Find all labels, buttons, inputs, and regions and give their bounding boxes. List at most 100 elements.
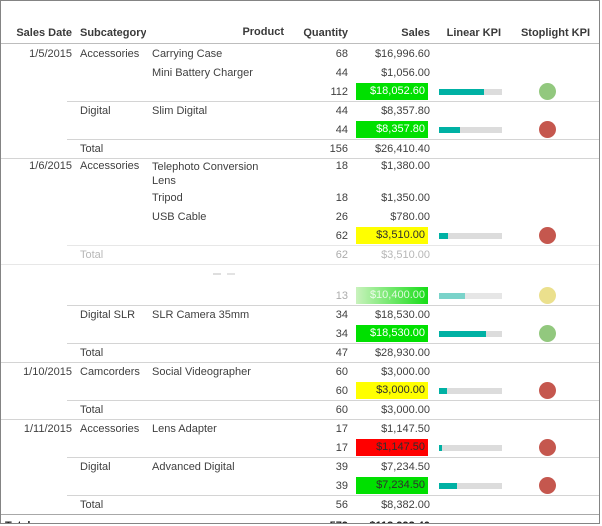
linear-gauge-fill <box>439 292 466 299</box>
cell-quantity: 18 <box>335 160 348 172</box>
detail-row: Mini Battery Charger 44 $1,056.00 <box>1 63 599 82</box>
cell-quantity: 34 <box>335 308 348 321</box>
cell-sales: $18,530.00 <box>374 308 430 321</box>
cell-subcategory: Digital SLR <box>80 308 136 321</box>
cell-subcategory: Digital <box>80 460 111 473</box>
cell-quantity: 26 <box>335 210 348 223</box>
subtotal-kpi-row: 13 $10,400.00 <box>1 286 599 305</box>
hidden-faded-row <box>1 264 599 286</box>
cell-stoplight-kpi <box>503 286 592 305</box>
cell-stoplight-kpi <box>503 82 592 101</box>
cell-quantity: 44 <box>335 104 348 117</box>
subtotal-kpi-row: 62 $3,510.00 <box>1 226 599 245</box>
cell-subcategory: Accessories <box>80 47 140 60</box>
linear-gauge-fill <box>439 387 447 394</box>
stoplight-yellow-indicator-icon <box>539 287 556 304</box>
report-body: 1/5/2015 Accessories Carrying Case 68 $16,99… <box>1 44 599 514</box>
cell-sales: $3,000.00 <box>350 381 432 400</box>
cell-quantity: 39 <box>335 479 348 492</box>
cell-stoplight-kpi <box>503 476 592 495</box>
cell-sales: $3,000.00 <box>381 403 430 416</box>
subtotal-kpi-row: 39 $7,234.50 <box>1 476 599 495</box>
cell-total-label: Total <box>80 498 104 511</box>
cell-quantity: 60 <box>335 384 348 397</box>
linear-gauge-track <box>439 482 502 489</box>
stoplight-red-indicator-icon <box>539 121 556 138</box>
detail-row: 1/6/2015 Accessories Telephoto Conversion … <box>1 158 599 188</box>
cell-sales: $1,056.00 <box>381 66 430 79</box>
cell-sales: $18,530.00 <box>350 324 432 343</box>
cell-total-label: Total <box>80 142 104 155</box>
cell-linear-kpi <box>432 88 503 95</box>
cell-product: Slim Digital <box>152 104 208 117</box>
cell-product: Mini Battery Charger <box>152 66 253 79</box>
cell-stoplight-kpi <box>503 324 592 343</box>
cell-product: Telephoto Conversion Lens <box>152 161 259 187</box>
cell-quantity: 56 <box>335 498 348 511</box>
cell-linear-kpi <box>432 330 503 337</box>
sales-kpi-cell: $3,000.00 <box>356 382 428 399</box>
cell-product: Carrying Case <box>152 47 223 60</box>
cell-product: Social Videographer <box>152 365 251 378</box>
cell-linear-kpi <box>432 232 503 239</box>
stoplight-red-indicator-icon <box>539 227 556 244</box>
cell-product: Tripod <box>152 191 183 204</box>
cell-sales-date: 1/11/2015 <box>23 422 72 435</box>
detail-row: Digital Advanced Digital 39 $7,234.50 <box>1 457 599 476</box>
column-header-linear: Linear KPI <box>446 27 501 39</box>
sales-kpi-cell: $3,510.00 <box>356 227 428 244</box>
linear-gauge-track <box>439 387 502 394</box>
cell-quantity: 112 <box>330 85 348 98</box>
subtotal-kpi-row: 60 $3,000.00 <box>1 381 599 400</box>
sales-kpi-cell: $8,357.80 <box>356 121 428 138</box>
cell-linear-kpi <box>432 482 503 489</box>
cell-sales: $8,382.00 <box>381 498 430 511</box>
cell-sales-date: 1/6/2015 <box>29 160 72 172</box>
group-total-row: Total 62 $3,510.00 <box>1 245 599 264</box>
linear-gauge-fill <box>439 232 448 239</box>
cell-sales: $780.00 <box>390 210 430 223</box>
cell-product: SLR Camera 35mm <box>152 308 250 321</box>
cell-stoplight-kpi <box>503 120 592 139</box>
grand-total-label: Total <box>3 520 74 523</box>
cell-sales: $16,996.60 <box>374 47 430 60</box>
cell-product: Advanced Digital <box>152 460 235 473</box>
cell-product: USB Cable <box>152 210 207 223</box>
linear-gauge-fill <box>439 330 486 337</box>
cell-stoplight-kpi <box>503 226 592 245</box>
column-header-stop: Stoplight KPI <box>520 27 590 39</box>
cell-sales: $3,510.00 <box>350 226 432 245</box>
cell-sales: $7,234.50 <box>381 460 430 473</box>
cell-sales: $1,380.00 <box>381 160 430 172</box>
linear-gauge-fill <box>439 88 485 95</box>
column-header-qty: Quantity <box>303 27 348 39</box>
cell-sales: $8,357.80 <box>350 120 432 139</box>
cell-quantity: 13 <box>335 289 348 302</box>
subtotal-kpi-row: 17 $1,147.50 <box>1 438 599 457</box>
cell-quantity: 60 <box>335 365 348 378</box>
column-header-date: Sales Date <box>16 27 72 39</box>
cell-total-label: Total <box>80 403 104 416</box>
cell-quantity: 39 <box>335 460 348 473</box>
cell-sales-date: 1/10/2015 <box>23 365 72 378</box>
cell-quantity: 44 <box>335 123 348 136</box>
sales-kpi-cell: $1,147.50 <box>356 439 428 456</box>
cell-quantity: 68 <box>335 47 348 60</box>
sales-kpi-cell: $10,400.00 <box>356 287 428 304</box>
cell-sales: $7,234.50 <box>350 476 432 495</box>
linear-gauge-track <box>439 126 502 133</box>
report-header-row: Sales Date Subcategory Product Quantity Sale… <box>1 13 599 44</box>
stoplight-green-indicator-icon <box>539 325 556 342</box>
cell-sales: $26,410.40 <box>374 142 430 155</box>
cell-linear-kpi <box>432 292 503 299</box>
linear-gauge-track <box>439 88 502 95</box>
detail-row: Digital SLR SLR Camera 35mm 34 $18,530.00 <box>1 305 599 324</box>
cell-subcategory: Camcorders <box>80 365 140 378</box>
detail-row: 1/5/2015 Accessories Carrying Case 68 $16,99… <box>1 44 599 63</box>
detail-row: USB Cable 26 $780.00 <box>1 207 599 226</box>
cell-quantity: 18 <box>335 191 348 204</box>
sales-kpi-cell: $18,052.60 <box>356 83 428 100</box>
cell-sales: $28,930.00 <box>374 346 430 359</box>
stoplight-green-indicator-icon <box>539 83 556 100</box>
cell-sales: $10,400.00 <box>350 286 432 305</box>
